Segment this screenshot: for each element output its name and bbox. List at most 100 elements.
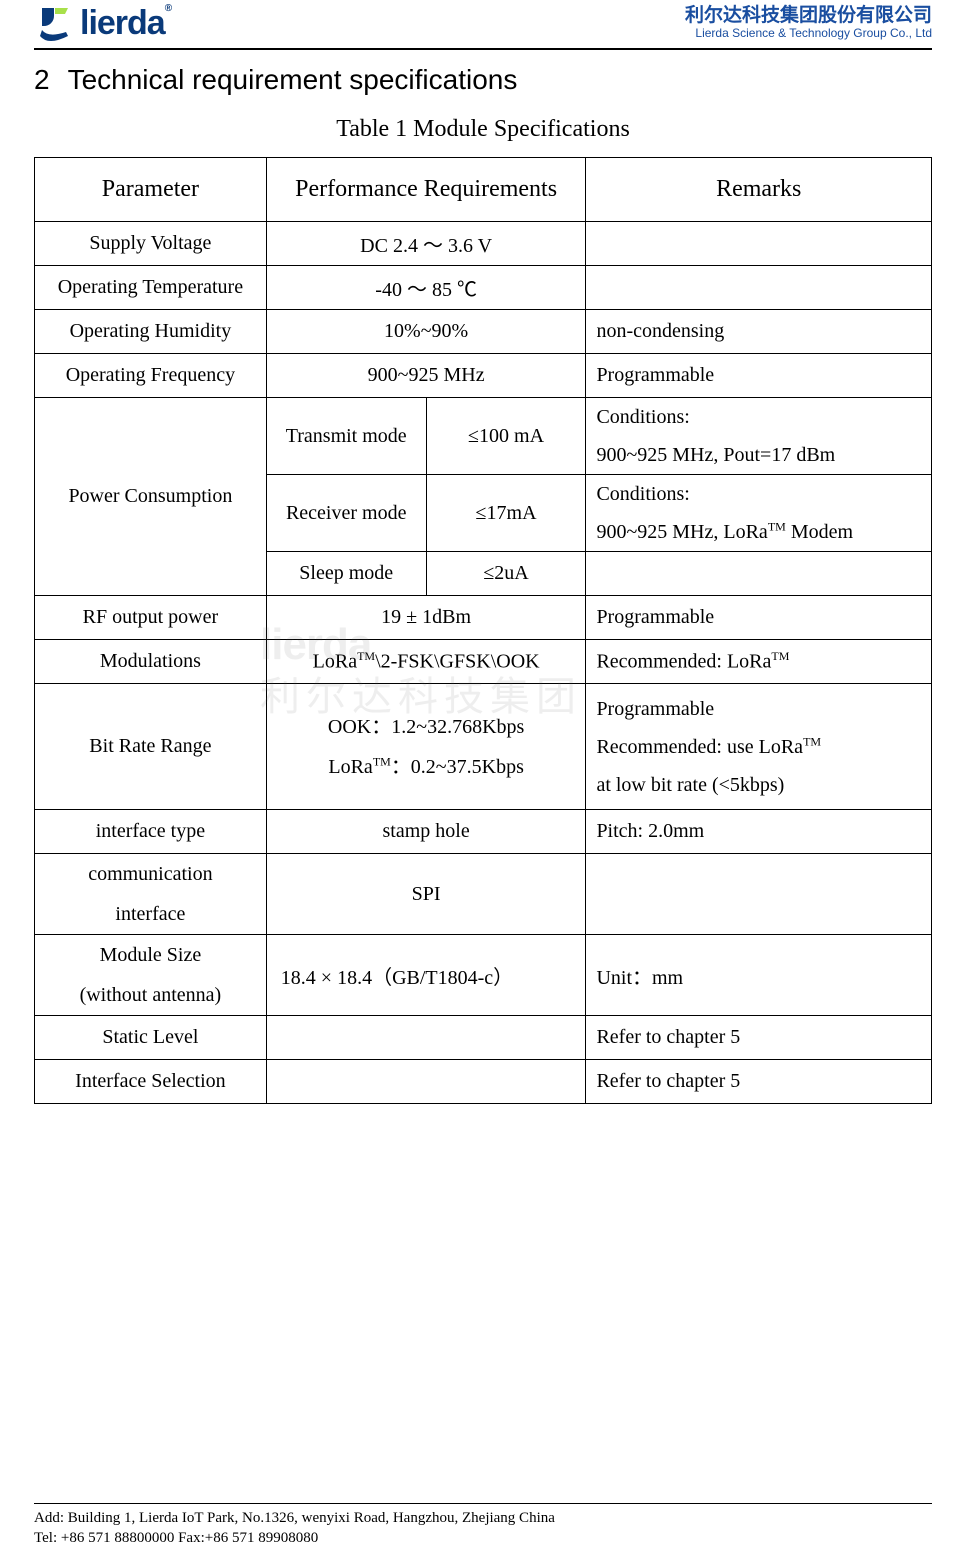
tm-mark: TM bbox=[357, 649, 375, 663]
remarks-interface-type: Pitch: 2.0mm bbox=[586, 810, 932, 854]
table-header-row: Parameter Performance Requirements Remar… bbox=[35, 158, 932, 222]
tm-mark: TM bbox=[803, 734, 821, 748]
footer-tel-fax: Tel: +86 571 88800000 Fax:+86 571 899080… bbox=[34, 1528, 932, 1548]
remarks-operating-frequency: Programmable bbox=[586, 354, 932, 398]
power-transmit-value: ≤100 mA bbox=[426, 398, 586, 475]
param-communication-interface: communication interface bbox=[35, 854, 267, 935]
section-heading: 2 Technical requirement specifications bbox=[34, 64, 932, 96]
table-row: Supply Voltage DC 2.4 ～ 3.6 V bbox=[35, 222, 932, 266]
remarks-rf-output-power: Programmable bbox=[586, 596, 932, 640]
table-row: Operating Temperature -40 ～ 85 ℃ bbox=[35, 266, 932, 310]
table-row: Operating Frequency 900~925 MHz Programm… bbox=[35, 354, 932, 398]
comm-l1: communication bbox=[88, 863, 212, 885]
remarks-bit-rate-range: Programmable Recommended: use LoRaTM at … bbox=[586, 684, 932, 810]
header-company: 利尔达科技集团股份有限公司 Lierda Science & Technolog… bbox=[685, 6, 932, 40]
perf-communication-interface: SPI bbox=[266, 854, 586, 935]
size-l1: Module Size bbox=[100, 944, 202, 966]
power-rx-rem-l1: Conditions: bbox=[596, 483, 689, 505]
param-supply-voltage: Supply Voltage bbox=[35, 222, 267, 266]
col-performance: Performance Requirements bbox=[266, 158, 586, 222]
power-sleep-remarks bbox=[586, 552, 932, 596]
tm-mark: TM bbox=[771, 649, 789, 663]
table-row: communication interface SPI bbox=[35, 854, 932, 935]
power-transmit-remarks: Conditions: 900~925 MHz, Pout=17 dBm bbox=[586, 398, 932, 475]
bitrate-perf-l2b: ：0.2~37.5Kbps bbox=[391, 756, 524, 778]
table-row: Power Consumption Transmit mode ≤100 mA … bbox=[35, 398, 932, 475]
col-parameter: Parameter bbox=[35, 158, 267, 222]
perf-interface-selection bbox=[266, 1060, 586, 1104]
remarks-static-level: Refer to chapter 5 bbox=[586, 1016, 932, 1060]
table-row: Modulations LoRaTM\2-FSK\GFSK\OOK Recomm… bbox=[35, 640, 932, 684]
remarks-supply-voltage bbox=[586, 222, 932, 266]
tm-mark: TM bbox=[373, 754, 391, 768]
mods-perf-a: LoRa bbox=[313, 651, 357, 673]
table-row: Bit Rate Range OOK：1.2~32.768Kbps LoRaTM… bbox=[35, 684, 932, 810]
page: lierda® 利尔达科技集团股份有限公司 Lierda Science & T… bbox=[0, 0, 966, 1558]
perf-bit-rate-range: OOK：1.2~32.768Kbps LoRaTM：0.2~37.5Kbps bbox=[266, 684, 586, 810]
logo-word: lierda® bbox=[80, 6, 171, 40]
bitrate-rem-l3: at low bit rate (<5kbps) bbox=[596, 774, 784, 796]
param-static-level: Static Level bbox=[35, 1016, 267, 1060]
param-operating-frequency: Operating Frequency bbox=[35, 354, 267, 398]
section-number: 2 bbox=[34, 64, 50, 95]
remarks-operating-humidity: non-condensing bbox=[586, 310, 932, 354]
comm-l2: interface bbox=[115, 903, 185, 925]
power-receiver-mode: Receiver mode bbox=[266, 475, 426, 552]
remarks-communication-interface bbox=[586, 854, 932, 935]
perf-module-size: 18.4 × 18.4（GB/T1804-c） bbox=[266, 935, 586, 1016]
logo-icon bbox=[34, 6, 76, 48]
perf-rf-output-power: 19 ± 1dBm bbox=[266, 596, 586, 640]
table-row: interface type stamp hole Pitch: 2.0mm bbox=[35, 810, 932, 854]
size-l2: (without antenna) bbox=[80, 984, 222, 1006]
tm-mark: TM bbox=[768, 519, 786, 533]
bitrate-perf-l1: OOK：1.2~32.768Kbps bbox=[328, 716, 524, 738]
power-receiver-remarks: Conditions: 900~925 MHz, LoRaTM Modem bbox=[586, 475, 932, 552]
power-tx-rem-l2: 900~925 MHz, Pout=17 dBm bbox=[596, 444, 835, 466]
perf-interface-type: stamp hole bbox=[266, 810, 586, 854]
perf-static-level bbox=[266, 1016, 586, 1060]
bitrate-rem-l2a: Recommended: use LoRa bbox=[596, 736, 803, 758]
power-rx-rem-l2b: LoRa bbox=[723, 521, 767, 543]
bitrate-perf-l2a: LoRa bbox=[328, 756, 372, 778]
spec-table: Parameter Performance Requirements Remar… bbox=[34, 157, 932, 1104]
param-power-consumption: Power Consumption bbox=[35, 398, 267, 596]
power-receiver-value: ≤17mA bbox=[426, 475, 586, 552]
power-sleep-value: ≤2uA bbox=[426, 552, 586, 596]
param-bit-rate-range: Bit Rate Range bbox=[35, 684, 267, 810]
param-interface-selection: Interface Selection bbox=[35, 1060, 267, 1104]
param-operating-temperature: Operating Temperature bbox=[35, 266, 267, 310]
power-tx-rem-l1: Conditions: bbox=[596, 406, 689, 428]
table-row: Operating Humidity 10%~90% non-condensin… bbox=[35, 310, 932, 354]
mods-perf-b: \2-FSK\GFSK\OOK bbox=[375, 651, 539, 673]
table-row: Static Level Refer to chapter 5 bbox=[35, 1016, 932, 1060]
remarks-interface-selection: Refer to chapter 5 bbox=[586, 1060, 932, 1104]
mods-rem-a: Recommended: LoRa bbox=[596, 651, 771, 673]
perf-modulations: LoRaTM\2-FSK\GFSK\OOK bbox=[266, 640, 586, 684]
remarks-operating-temperature bbox=[586, 266, 932, 310]
remarks-module-size: Unit：mm bbox=[586, 935, 932, 1016]
param-modulations: Modulations bbox=[35, 640, 267, 684]
perf-supply-voltage: DC 2.4 ～ 3.6 V bbox=[266, 222, 586, 266]
param-module-size: Module Size (without antenna) bbox=[35, 935, 267, 1016]
footer-address: Add: Building 1, Lierda IoT Park, No.132… bbox=[34, 1508, 932, 1528]
section-title: Technical requirement specifications bbox=[68, 64, 518, 95]
logo-text: lierda bbox=[80, 4, 165, 42]
power-rx-rem-l2a: 900~925 MHz, bbox=[596, 521, 723, 543]
power-sleep-mode: Sleep mode bbox=[266, 552, 426, 596]
perf-operating-humidity: 10%~90% bbox=[266, 310, 586, 354]
param-rf-output-power: RF output power bbox=[35, 596, 267, 640]
logo-reg: ® bbox=[165, 3, 171, 14]
page-footer: Add: Building 1, Lierda IoT Park, No.132… bbox=[34, 1503, 932, 1549]
col-remarks: Remarks bbox=[586, 158, 932, 222]
bitrate-rem-l1: Programmable bbox=[596, 698, 714, 720]
company-name-cn: 利尔达科技集团股份有限公司 bbox=[685, 6, 932, 27]
table-row: Interface Selection Refer to chapter 5 bbox=[35, 1060, 932, 1104]
param-interface-type: interface type bbox=[35, 810, 267, 854]
remarks-modulations: Recommended: LoRaTM bbox=[586, 640, 932, 684]
param-operating-humidity: Operating Humidity bbox=[35, 310, 267, 354]
power-transmit-mode: Transmit mode bbox=[266, 398, 426, 475]
page-header: lierda® 利尔达科技集团股份有限公司 Lierda Science & T… bbox=[34, 0, 932, 50]
perf-operating-frequency: 900~925 MHz bbox=[266, 354, 586, 398]
table-caption: Table 1 Module Specifications bbox=[34, 116, 932, 143]
logo: lierda® bbox=[34, 6, 171, 48]
